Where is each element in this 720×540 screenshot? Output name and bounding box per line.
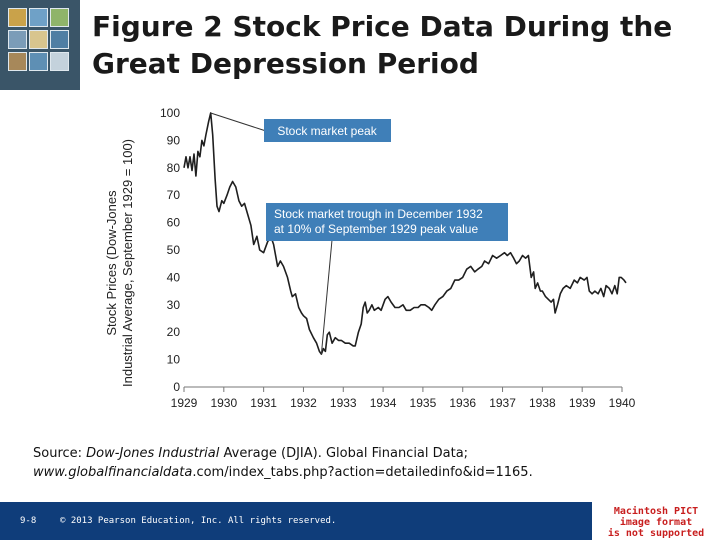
y-tick-label: 20 [167, 325, 181, 339]
y-tick-label: 0 [173, 380, 180, 394]
stock-price-chart: Stock Prices (Dow-Jones Industrial Avera… [104, 106, 636, 410]
title-line-2: Great Depression Period [92, 47, 479, 80]
trough-callout-box [266, 203, 508, 241]
x-tick-label: 1933 [330, 396, 357, 410]
y-tick-label: 30 [167, 298, 181, 312]
peak-leader-line [210, 112, 267, 132]
pict-line-1: Macintosh PICT [613, 506, 699, 517]
source-djia-italic: Dow-Jones Industrial [86, 446, 220, 461]
source-url-rest: .com/index_tabs.php?action=detailedinfo&… [192, 465, 533, 480]
x-tick-label: 1940 [609, 396, 636, 410]
chart-axes: 0 10 20 30 40 50 60 70 80 90 100 1929 1930 1931 1932 19… [160, 106, 636, 410]
pict-unsupported-notice: Macintosh PICT image format is not suppo… [592, 502, 720, 540]
trough-callout-text-1: Stock market trough in December 1932 [274, 207, 483, 221]
y-tick-label: 50 [167, 243, 181, 257]
pict-line-3: is not supported [607, 528, 705, 539]
source-note: Source: Dow-Jones Industrial Average (DJ… [33, 444, 693, 482]
pict-line-2: image format [619, 517, 693, 528]
y-axis-label-line-2: Industrial Average, September 1929 = 100… [120, 139, 135, 387]
source-prefix: Source: [33, 446, 87, 461]
trough-leader-line [320, 239, 333, 355]
y-tick-label: 80 [167, 161, 181, 175]
y-tick-label: 100 [160, 106, 180, 120]
x-tick-label: 1935 [410, 396, 437, 410]
x-tick-label: 1930 [210, 396, 237, 410]
peak-callout-text: Stock market peak [277, 124, 377, 138]
title-line-1: Figure 2 Stock Price Data During the [92, 10, 673, 43]
x-tick-label: 1934 [370, 396, 397, 410]
y-axis-label-line-1: Stock Prices (Dow-Jones [104, 190, 119, 336]
x-tick-label: 1929 [171, 396, 198, 410]
page-title: Figure 2 Stock Price Data During the Gre… [92, 8, 712, 82]
y-tick-label: 90 [167, 133, 181, 147]
x-tick-label: 1932 [290, 396, 317, 410]
x-tick-label: 1937 [489, 396, 516, 410]
page-number: 9-8 [20, 516, 37, 526]
source-djia-rest: Average (DJIA). Global Financial Data; [219, 446, 469, 461]
y-tick-label: 70 [167, 188, 181, 202]
x-tick-label: 1931 [250, 396, 277, 410]
cube-logo [0, 0, 80, 90]
peak-callout-box [264, 119, 391, 142]
footer-bar: 9-8 © 2013 Pearson Education, Inc. All r… [0, 502, 592, 540]
y-tick-label: 40 [167, 270, 181, 284]
x-tick-label: 1936 [449, 396, 476, 410]
y-tick-label: 60 [167, 216, 181, 230]
y-tick-label: 10 [167, 353, 181, 367]
x-tick-label: 1939 [569, 396, 596, 410]
copyright-notice: © 2013 Pearson Education, Inc. All right… [60, 516, 337, 526]
chart-series [183, 112, 627, 355]
series-line-0 [183, 112, 627, 355]
trough-callout-text-2: at 10% of September 1929 peak value [274, 222, 478, 236]
x-tick-label: 1938 [529, 396, 556, 410]
chart-annotations: Stock market peak Stock market trough in … [210, 112, 508, 355]
source-url-italic: www.globalfinancialdata [33, 465, 193, 480]
cube-logo-art [8, 8, 70, 74]
